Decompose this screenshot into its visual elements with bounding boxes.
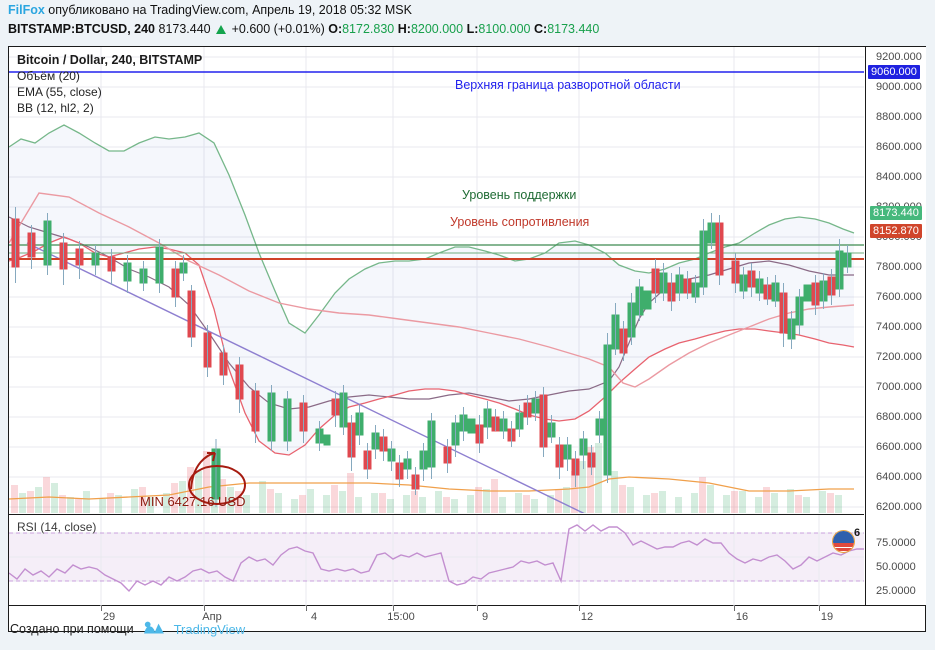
time-tick: 15:00	[387, 611, 415, 623]
time-tick: 19	[820, 611, 834, 623]
price-tick: 8400.000	[876, 171, 922, 183]
volume-ma-line	[9, 476, 854, 500]
annotation-support: Уровень поддержки	[462, 188, 577, 202]
reversal-price-label: 9060.000	[868, 65, 920, 79]
symbol-label[interactable]: BITSTAMP:BTCUSD, 240	[8, 22, 156, 36]
time-tick: 12	[580, 611, 594, 623]
resistance-price-label: 8152.870	[870, 224, 922, 238]
high-value: 8200.000	[410, 22, 464, 36]
time-tick: 29	[102, 611, 116, 623]
open-key: O:	[328, 22, 343, 36]
rsi-tick: 75.0000	[876, 537, 916, 549]
downtrend-line	[26, 242, 585, 513]
time-tick: Апр	[202, 611, 222, 623]
legend-volume[interactable]: Объём (20)	[17, 69, 80, 83]
us-session-badge[interactable]: 6	[832, 527, 866, 553]
min-marker-ellipse	[188, 465, 246, 505]
rsi-chart-svg	[9, 515, 864, 606]
price-tick: 7000.000	[876, 381, 922, 393]
time-tick: 4	[310, 611, 318, 623]
us-flag-icon	[832, 530, 855, 553]
price-change: +0.600 (+0.01%)	[231, 22, 325, 36]
price-tick: 7400.000	[876, 321, 922, 333]
tradingview-logo-icon	[143, 621, 164, 634]
low-value: 8100.000	[478, 22, 531, 36]
publish-line: FilFox опубликовано на TradingView.com, …	[8, 3, 928, 18]
price-tick: 6800.000	[876, 411, 922, 423]
price-tick: 8600.000	[876, 141, 922, 153]
chart-title: Bitcoin / Dollar, 240, BITSTAMP	[17, 53, 203, 67]
price-tick: 6200.000	[876, 501, 922, 513]
annotation-reversal-bound: Верхняя граница разворотной области	[455, 78, 681, 92]
low-key: L:	[466, 22, 479, 36]
footer-text: Создано при помощи	[10, 622, 134, 636]
rsi-line	[9, 524, 864, 593]
bollinger-band-fill	[9, 125, 854, 455]
last-price: 8173.440	[158, 22, 211, 36]
bb-lower-line	[9, 236, 855, 456]
ema-55-line	[9, 192, 855, 388]
price-tick: 8800.000	[876, 111, 922, 123]
price-chart-svg	[9, 47, 864, 513]
chart-footer: Создано при помощи TradingView	[10, 620, 245, 638]
time-tick: 9	[481, 611, 489, 623]
price-pane[interactable]: Bitcoin / Dollar, 240, BITSTAMP Объём (2…	[9, 47, 864, 513]
publish-text: опубликовано на TradingView.com, Апрель …	[48, 3, 412, 17]
min-marker-arrowhead	[207, 452, 216, 462]
price-tick: 9200.000	[876, 51, 922, 63]
rsi-tick: 50.0000	[876, 561, 916, 573]
price-tick: 6600.000	[876, 441, 922, 453]
legend-bb[interactable]: BB (12, hl2, 2)	[17, 101, 94, 115]
rsi-pane[interactable]: RSI (14, close)	[9, 514, 864, 606]
horizontal-gridlines	[9, 56, 864, 508]
last-price-label: 8173.440	[870, 206, 922, 220]
legend-ema[interactable]: EMA (55, close)	[17, 85, 102, 99]
price-tick: 6400.000	[876, 471, 922, 483]
quote-line: BITSTAMP:BTCUSD, 240 8173.440 +0.600 (+0…	[8, 21, 928, 37]
triangle-up-icon	[216, 25, 227, 34]
rsi-legend-label[interactable]: RSI (14, close)	[17, 520, 97, 534]
price-tick: 7800.000	[876, 261, 922, 273]
rsi-tick: 25.0000	[876, 585, 916, 597]
price-tick: 9000.000	[876, 81, 922, 93]
chart-frame: Bitcoin / Dollar, 240, BITSTAMP Объём (2…	[8, 46, 926, 606]
annotation-resistance: Уровень сопротивления	[450, 215, 590, 229]
chart-header: FilFox опубликовано на TradingView.com, …	[8, 3, 928, 37]
badge-count: 6	[854, 527, 861, 539]
candlesticks	[11, 207, 852, 507]
high-key: H:	[397, 22, 411, 36]
footer-brand[interactable]: TradingView	[173, 621, 246, 637]
price-tick: 7600.000	[876, 291, 922, 303]
publisher-name[interactable]: FilFox	[8, 3, 45, 17]
time-axis[interactable]: 29 Апр 4 15:00 9 12 16 19	[8, 606, 926, 632]
close-value: 8173.440	[547, 22, 600, 36]
close-key: C:	[534, 22, 548, 36]
open-value: 8172.830	[342, 22, 395, 36]
price-tick: 7200.000	[876, 351, 922, 363]
price-axis[interactable]: 9200.000 9000.000 8800.000 8600.000 8400…	[865, 47, 926, 605]
annotation-min-price: MIN 6427.16 USD	[140, 494, 246, 509]
time-tick: 16	[735, 611, 749, 623]
